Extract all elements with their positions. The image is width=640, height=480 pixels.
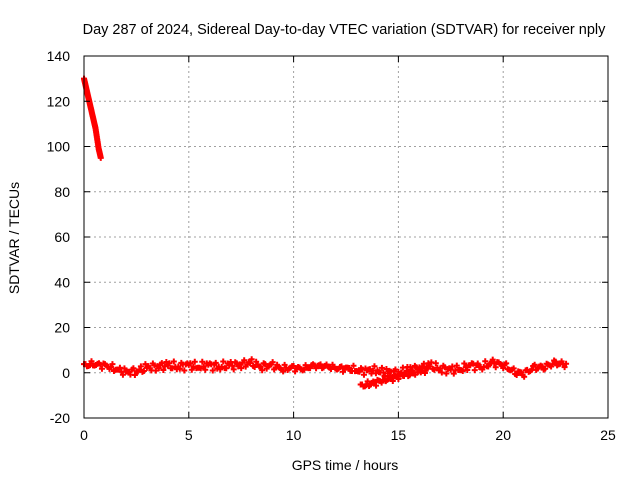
data-point — [292, 368, 299, 375]
data-point — [188, 366, 195, 373]
x-tick-label: 5 — [185, 427, 193, 443]
chart-title: Day 287 of 2024, Sidereal Day-to-day VTE… — [83, 22, 607, 38]
data-point — [317, 361, 324, 368]
data-point — [395, 376, 402, 383]
data-point — [561, 364, 568, 371]
data-point — [443, 370, 450, 377]
data-point — [187, 360, 194, 367]
data-point — [241, 357, 248, 364]
data-point — [131, 372, 138, 379]
data-point — [464, 366, 471, 373]
data-point — [521, 373, 528, 380]
data-point — [350, 362, 357, 369]
data-point — [424, 365, 431, 372]
x-tick-label: 10 — [286, 427, 302, 443]
data-point — [364, 378, 371, 385]
data-point — [471, 367, 478, 374]
data-point — [398, 369, 405, 376]
data-point — [160, 367, 167, 374]
data-point — [461, 360, 468, 367]
data-point — [450, 370, 457, 377]
data-point — [220, 358, 227, 365]
data-point — [340, 368, 347, 375]
data-point — [531, 361, 538, 368]
data-point — [97, 154, 104, 161]
data-point — [489, 356, 496, 363]
data-point — [280, 368, 287, 375]
data-point — [307, 365, 314, 372]
data-point — [88, 358, 95, 365]
x-axis-label: GPS time / hours — [292, 457, 399, 473]
x-tick-label: 20 — [495, 427, 511, 443]
y-tick-label: 60 — [54, 229, 70, 245]
axis-ticks: 0 5 10 15 20 25 -20 0 20 40 60 80 100 120 140 — [47, 48, 616, 443]
data-point — [181, 367, 188, 374]
y-tick-label: 0 — [62, 365, 70, 381]
data-point — [542, 365, 549, 372]
data-point — [503, 360, 510, 367]
data-point — [137, 363, 144, 370]
data-point — [191, 358, 198, 365]
data-point — [202, 366, 209, 373]
data-point — [492, 364, 499, 371]
y-tick-label: 120 — [47, 93, 71, 109]
data-point — [381, 373, 388, 380]
data-point — [438, 369, 445, 376]
data-point — [513, 372, 520, 379]
data-point — [166, 360, 173, 367]
data-series — [357, 363, 431, 390]
data-point — [378, 364, 385, 371]
data-point — [412, 371, 419, 378]
data-point — [158, 360, 165, 367]
data-point — [373, 382, 380, 389]
y-axis-label: SDTVAR / TECUs — [6, 182, 22, 294]
data-point — [389, 377, 396, 384]
y-tick-label: 40 — [54, 274, 70, 290]
y-tick-label: 100 — [47, 139, 71, 155]
data-point — [558, 358, 565, 365]
data-point — [155, 365, 162, 372]
data-point — [259, 367, 266, 374]
data-point — [199, 358, 206, 365]
data-point — [269, 359, 276, 366]
data-point — [121, 365, 128, 372]
data-point — [176, 365, 183, 372]
data-point — [360, 371, 367, 378]
data-point — [371, 363, 378, 370]
y-tick-label: 80 — [54, 184, 70, 200]
data-point — [109, 361, 116, 368]
data-point — [170, 358, 177, 365]
data-point — [453, 362, 460, 369]
data-point — [229, 362, 236, 369]
data-series — [81, 356, 570, 380]
data-point — [432, 360, 439, 367]
data-point — [407, 364, 414, 371]
data-point — [500, 365, 507, 372]
data-point — [510, 365, 517, 372]
y-tick-label: 140 — [47, 48, 71, 64]
y-tick-label: 20 — [54, 320, 70, 336]
y-tick-label: -20 — [50, 410, 70, 426]
x-tick-label: 25 — [600, 427, 616, 443]
data-point — [230, 366, 237, 373]
data-point — [248, 356, 255, 363]
data-point — [563, 360, 570, 367]
data-point — [403, 367, 410, 374]
data-point — [257, 363, 264, 370]
data-marks — [81, 75, 570, 390]
data-point — [212, 359, 219, 366]
data-point — [238, 365, 245, 372]
data-point — [421, 370, 428, 377]
data-point — [98, 365, 105, 372]
x-tick-label: 0 — [80, 427, 88, 443]
data-point — [474, 360, 481, 367]
x-tick-label: 15 — [391, 427, 407, 443]
data-point — [140, 368, 147, 375]
data-point — [209, 367, 216, 374]
data-point — [119, 371, 126, 378]
data-point — [482, 358, 489, 365]
